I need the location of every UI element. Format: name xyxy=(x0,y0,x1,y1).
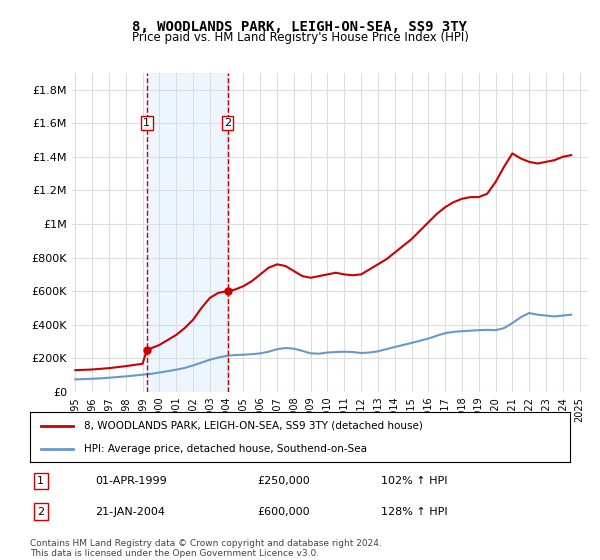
Text: 1: 1 xyxy=(37,476,44,486)
Text: 21-JAN-2004: 21-JAN-2004 xyxy=(95,507,165,517)
Text: 2: 2 xyxy=(37,507,44,517)
Text: 1: 1 xyxy=(143,118,150,128)
Text: Contains HM Land Registry data © Crown copyright and database right 2024.
This d: Contains HM Land Registry data © Crown c… xyxy=(30,539,382,558)
Text: 01-APR-1999: 01-APR-1999 xyxy=(95,476,167,486)
Text: 2: 2 xyxy=(224,118,231,128)
Text: HPI: Average price, detached house, Southend-on-Sea: HPI: Average price, detached house, Sout… xyxy=(84,445,367,454)
Text: £600,000: £600,000 xyxy=(257,507,310,517)
Text: 8, WOODLANDS PARK, LEIGH-ON-SEA, SS9 3TY: 8, WOODLANDS PARK, LEIGH-ON-SEA, SS9 3TY xyxy=(133,20,467,34)
Bar xyxy=(147,73,227,392)
Text: 128% ↑ HPI: 128% ↑ HPI xyxy=(381,507,448,517)
Text: 8, WOODLANDS PARK, LEIGH-ON-SEA, SS9 3TY (detached house): 8, WOODLANDS PARK, LEIGH-ON-SEA, SS9 3TY… xyxy=(84,421,423,431)
Text: Price paid vs. HM Land Registry's House Price Index (HPI): Price paid vs. HM Land Registry's House … xyxy=(131,31,469,44)
Text: 102% ↑ HPI: 102% ↑ HPI xyxy=(381,476,448,486)
Text: £250,000: £250,000 xyxy=(257,476,310,486)
